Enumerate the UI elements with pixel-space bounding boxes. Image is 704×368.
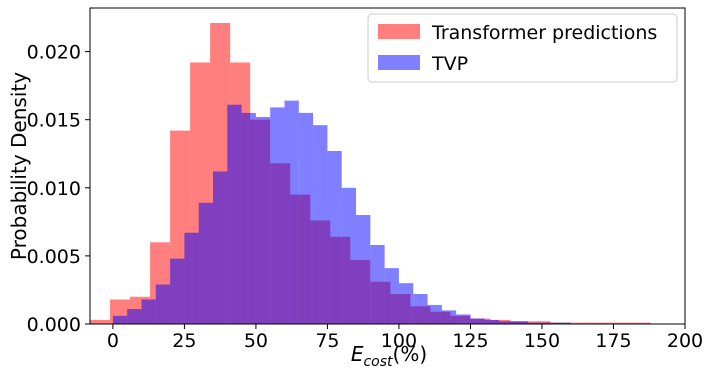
histogram-bar <box>270 107 285 325</box>
histogram-bar <box>184 232 199 324</box>
y-tick-label: 0.010 <box>27 178 81 200</box>
y-tick-label: 0.015 <box>27 110 81 132</box>
legend-swatch-tvp <box>378 55 420 70</box>
histogram-bar <box>499 321 514 324</box>
histogram-bar <box>356 215 371 324</box>
y-tick-label: 0.005 <box>27 246 81 268</box>
histogram-bar <box>441 310 457 324</box>
histogram-bar <box>198 202 213 324</box>
x-tick-label: 150 <box>524 330 560 352</box>
histogram-bar <box>127 309 142 324</box>
histogram-bar <box>556 322 571 324</box>
y-tick-label: 0.020 <box>27 42 81 64</box>
y-axis: 0.000 0.005 0.010 0.015 0.020 <box>27 42 90 336</box>
x-axis-label-unit: (%) <box>393 342 428 366</box>
x-axis-label: Ecost(%) <box>351 342 427 368</box>
histogram-bar <box>141 299 156 324</box>
histogram-bar <box>570 322 591 324</box>
legend-label-tvp: TVP <box>431 53 468 75</box>
histogram-bar <box>541 322 557 324</box>
series-1 <box>112 100 571 325</box>
y-axis-label: Probability Density <box>7 72 31 260</box>
legend-swatch-transformer <box>378 24 420 39</box>
x-tick-label: 125 <box>452 330 488 352</box>
histogram-bar <box>155 284 171 324</box>
histogram-bar <box>513 321 528 324</box>
histogram-bar <box>427 304 442 324</box>
histogram-bar <box>456 314 471 324</box>
x-axis-label-symbol: E <box>351 342 364 366</box>
x-axis-label-subscript: cost <box>363 354 393 368</box>
histogram-bar <box>484 319 500 324</box>
histogram-bar <box>327 151 342 324</box>
histogram-bar <box>241 112 256 324</box>
histogram-bar <box>170 258 185 324</box>
histogram-bar <box>284 100 299 325</box>
histogram-bar <box>255 116 271 324</box>
histogram-bar <box>213 171 228 324</box>
histogram-bar <box>398 283 414 324</box>
histogram-bar <box>630 322 651 324</box>
histogram-bar <box>298 112 314 324</box>
histogram-bar <box>590 322 611 324</box>
histogram-bar <box>227 104 242 325</box>
histogram-bar <box>413 294 428 324</box>
histogram-bar <box>313 125 328 324</box>
x-tick-label: 50 <box>244 330 268 352</box>
x-tick-label: 0 <box>107 330 119 352</box>
x-tick-label: 175 <box>595 330 631 352</box>
x-tick-label: 25 <box>172 330 196 352</box>
x-tick-label: 100 <box>381 330 417 352</box>
x-tick-label: 75 <box>315 330 339 352</box>
bars-layer <box>90 22 651 325</box>
histogram-bar <box>112 315 128 324</box>
histogram-bar <box>470 318 485 324</box>
histogram-bar <box>90 319 111 324</box>
plot-frame <box>89 7 686 325</box>
x-tick-label: 200 <box>667 330 703 352</box>
y-tick-label: 0.000 <box>27 314 81 336</box>
legend: Transformer predictions TVP <box>367 13 678 83</box>
histogram-bar <box>610 322 631 324</box>
x-axis: 0 25 50 75 100 125 150 175 200 <box>107 324 703 352</box>
histogram-bar <box>370 245 385 324</box>
histogram-bar <box>527 322 542 324</box>
histogram-bar <box>341 187 357 324</box>
legend-box <box>367 13 678 83</box>
legend-label-transformer: Transformer predictions <box>431 22 657 44</box>
histogram-bar <box>384 268 399 324</box>
